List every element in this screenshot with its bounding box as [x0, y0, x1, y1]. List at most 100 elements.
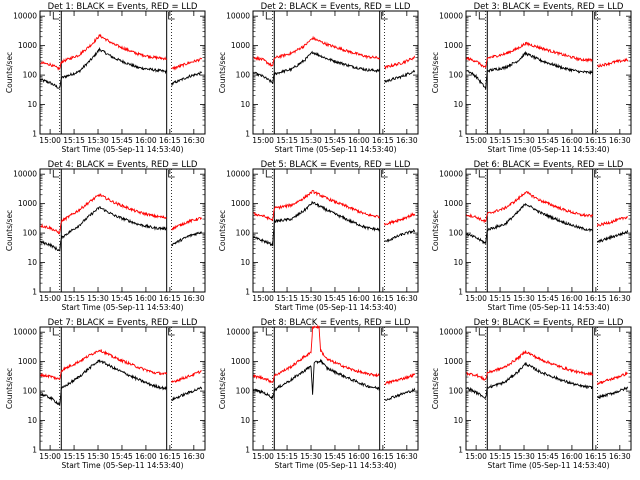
x-tick-label: 15:30 — [87, 452, 109, 461]
series-events-line — [171, 71, 203, 87]
series-lld-line — [40, 349, 168, 381]
marker-bracket — [478, 170, 486, 178]
y-tick-label: 10 — [453, 416, 463, 425]
x-tick-label: 15:45 — [537, 452, 559, 461]
marker-bracket — [594, 12, 601, 20]
y-tick-label: 1 — [245, 288, 250, 297]
x-tick-label: 16:00 — [561, 294, 583, 303]
y-tick-label: 100 — [449, 387, 464, 396]
y-tick-label: 10000 — [13, 170, 37, 179]
panel-title: Det 2: BLACK = Events, RED = LLD — [261, 2, 411, 12]
series-events-line — [466, 50, 594, 90]
detector-panel-2: Det 2: BLACK = Events, RED = LLD 1 10 100 10… — [218, 2, 419, 154]
x-tick-label: 15:15 — [276, 136, 298, 145]
series-events-line — [466, 202, 594, 245]
series-lld-line — [466, 190, 594, 224]
y-tick-label: 10 — [453, 258, 463, 267]
y-axis-label: Counts/sec — [431, 52, 440, 93]
x-tick-label: 16:15 — [585, 136, 607, 145]
x-tick-label: 15:30 — [300, 294, 322, 303]
y-tick-label: 10 — [27, 100, 37, 109]
y-axis-label: Counts/sec — [218, 52, 227, 93]
series-events-line — [40, 206, 168, 252]
x-tick-label: 16:00 — [348, 294, 370, 303]
x-tick-label: 16:15 — [159, 136, 181, 145]
y-tick-label: 100 — [236, 229, 251, 238]
marker-bracket — [168, 12, 175, 20]
series-events-line — [466, 361, 594, 399]
y-axis-label: Counts/sec — [5, 368, 14, 409]
x-tick-label: 15:00 — [465, 452, 487, 461]
x-tick-label: 16:30 — [396, 136, 418, 145]
x-axis-label: Start Time (05-Sep-11 14:53:40) — [275, 461, 397, 470]
x-tick-label: 16:15 — [372, 294, 394, 303]
series-events-line — [40, 46, 168, 89]
x-tick-label: 15:45 — [537, 294, 559, 303]
marker-bracket — [52, 12, 60, 20]
series-lld-line — [597, 216, 628, 227]
y-axis-label: Counts/sec — [5, 210, 14, 251]
x-tick-label: 15:00 — [465, 294, 487, 303]
x-tick-label: 16:00 — [348, 136, 370, 145]
y-tick-label: 1 — [458, 288, 463, 297]
x-tick-label: 15:45 — [111, 136, 133, 145]
y-tick-label: 10000 — [439, 12, 463, 21]
series-lld-line — [384, 373, 416, 386]
y-tick-label: 1000 — [18, 357, 37, 366]
detector-panel-6: Det 6: BLACK = Events, RED = LLD 1 10 100 10… — [431, 160, 632, 312]
x-tick-label: 16:30 — [609, 294, 631, 303]
x-tick-label: 15:15 — [63, 294, 85, 303]
x-tick-label: 16:30 — [396, 294, 418, 303]
x-tick-label: 16:00 — [135, 294, 157, 303]
plot-frame — [465, 10, 632, 135]
series-lld-line — [171, 57, 203, 71]
y-axis-label: Counts/sec — [431, 368, 440, 409]
plot-frame — [252, 10, 419, 135]
y-tick-label: 100 — [236, 71, 251, 80]
x-tick-label: 15:00 — [252, 294, 274, 303]
x-tick-label: 16:00 — [561, 136, 583, 145]
detector-panel-7: Det 7: BLACK = Events, RED = LLD 1 10 100 10… — [5, 318, 206, 470]
x-axis-label: Start Time (05-Sep-11 14:53:40) — [488, 461, 610, 470]
y-tick-label: 10 — [240, 258, 250, 267]
x-tick-label: 15:30 — [513, 136, 535, 145]
x-tick-label: 16:00 — [135, 452, 157, 461]
x-tick-label: 15:15 — [276, 294, 298, 303]
x-tick-label: 16:30 — [183, 136, 205, 145]
x-tick-label: 15:00 — [39, 136, 61, 145]
x-tick-label: 15:15 — [489, 452, 511, 461]
panel-title: Det 5: BLACK = Events, RED = LLD — [261, 160, 411, 170]
series-events-line — [253, 200, 381, 247]
x-tick-label: 15:00 — [39, 294, 61, 303]
marker-bracket — [381, 170, 388, 178]
panel-title: Det 4: BLACK = Events, RED = LLD — [48, 160, 198, 170]
y-tick-label: 10000 — [439, 170, 463, 179]
x-tick-label: 15:00 — [39, 452, 61, 461]
panel-title: Det 7: BLACK = Events, RED = LLD — [48, 318, 198, 328]
marker-bracket — [265, 12, 273, 20]
x-tick-label: 15:45 — [111, 452, 133, 461]
y-tick-label: 1000 — [444, 357, 463, 366]
x-tick-label: 15:15 — [489, 136, 511, 145]
y-tick-label: 1 — [32, 288, 37, 297]
y-tick-label: 1000 — [231, 199, 250, 208]
series-events-line — [171, 386, 203, 402]
x-tick-label: 15:30 — [513, 294, 535, 303]
x-tick-label: 16:30 — [183, 452, 205, 461]
x-tick-label: 16:15 — [372, 136, 394, 145]
x-axis-label: Start Time (05-Sep-11 14:53:40) — [488, 303, 610, 312]
plot-frame — [465, 168, 632, 293]
series-lld-line — [253, 35, 381, 68]
y-tick-label: 1 — [32, 446, 37, 455]
plot-frame — [39, 168, 206, 293]
series-lld-line — [171, 217, 203, 231]
series-events-line — [384, 228, 416, 243]
series-events-line — [384, 387, 416, 401]
x-tick-label: 15:30 — [87, 136, 109, 145]
x-tick-label: 16:30 — [183, 294, 205, 303]
x-tick-label: 16:00 — [135, 136, 157, 145]
y-tick-label: 1 — [458, 446, 463, 455]
y-tick-label: 100 — [23, 229, 38, 238]
x-tick-label: 16:30 — [396, 452, 418, 461]
y-tick-label: 10 — [240, 416, 250, 425]
